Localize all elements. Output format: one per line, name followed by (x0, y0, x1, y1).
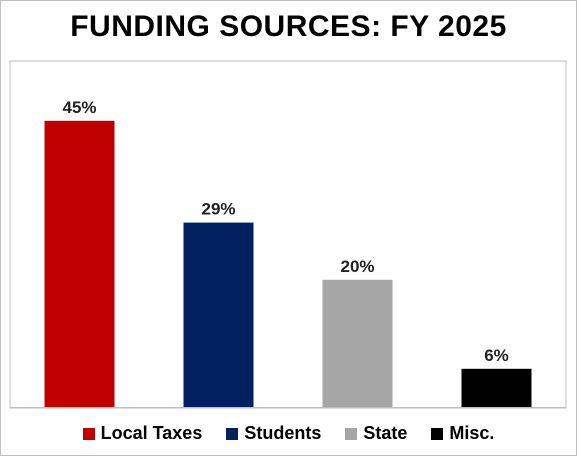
legend-item-state: State (345, 423, 407, 444)
legend-label-local-taxes: Local Taxes (100, 423, 203, 443)
chart-title: FUNDING SOURCES: FY 2025 (70, 10, 507, 43)
bar-state (322, 279, 393, 407)
bar-misc (461, 368, 532, 407)
legend-item-local-taxes: Local Taxes (82, 423, 203, 444)
bar-students (183, 222, 254, 407)
legend-label-state: State (363, 423, 408, 443)
bar-local-taxes (44, 120, 115, 408)
legend: Local Taxes Students State Misc. (0, 423, 577, 444)
legend-swatch-students (226, 427, 239, 440)
legend-label-students: Students (244, 423, 322, 443)
legend-item-misc: Misc. (431, 423, 494, 444)
data-label-state: 20% (340, 257, 374, 276)
data-label-local-taxes: 45% (62, 98, 96, 117)
data-label-students: 29% (201, 200, 235, 219)
legend-label-misc: Misc. (449, 423, 495, 443)
legend-swatch-misc (431, 427, 444, 440)
data-label-misc: 6% (484, 346, 509, 365)
legend-item-students: Students (226, 423, 321, 444)
legend-swatch-local-taxes (82, 427, 95, 440)
legend-swatch-state (345, 427, 358, 440)
